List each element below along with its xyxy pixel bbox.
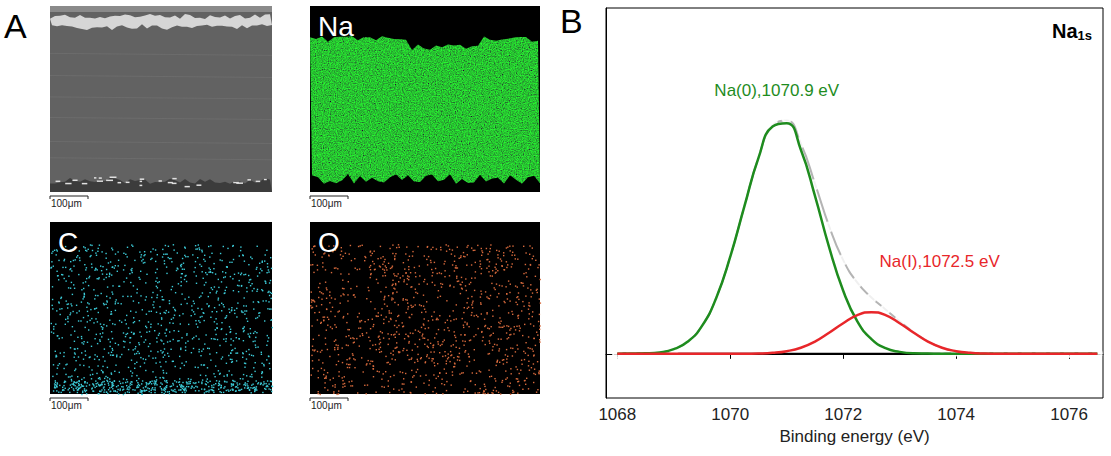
svg-text:100μm: 100μm: [51, 198, 82, 209]
svg-text:100μm: 100μm: [51, 400, 82, 411]
svg-text:C: C: [58, 227, 78, 258]
svg-text:1076: 1076: [1050, 405, 1088, 424]
svg-text:Na: Na: [318, 11, 354, 42]
svg-text:1070: 1070: [711, 405, 749, 424]
svg-text:100μm: 100μm: [311, 400, 342, 411]
svg-text:1068: 1068: [598, 405, 636, 424]
svg-text:A: A: [4, 7, 27, 45]
svg-text:1074: 1074: [937, 405, 975, 424]
svg-text:1072: 1072: [824, 405, 862, 424]
html-text:B: B: [560, 2, 583, 40]
svg-text:Na: Na: [1052, 20, 1078, 42]
svg-text:Binding energy (eV): Binding energy (eV): [779, 427, 929, 446]
svg-text:100μm: 100μm: [311, 198, 342, 209]
svg-text:Na(0),1070.9 eV: Na(0),1070.9 eV: [714, 81, 839, 100]
svg-text:Na(Ⅰ),1072.5 eV: Na(Ⅰ),1072.5 eV: [879, 252, 1000, 271]
svg-text:1s: 1s: [1078, 28, 1092, 43]
svg-text:O: O: [318, 227, 340, 258]
